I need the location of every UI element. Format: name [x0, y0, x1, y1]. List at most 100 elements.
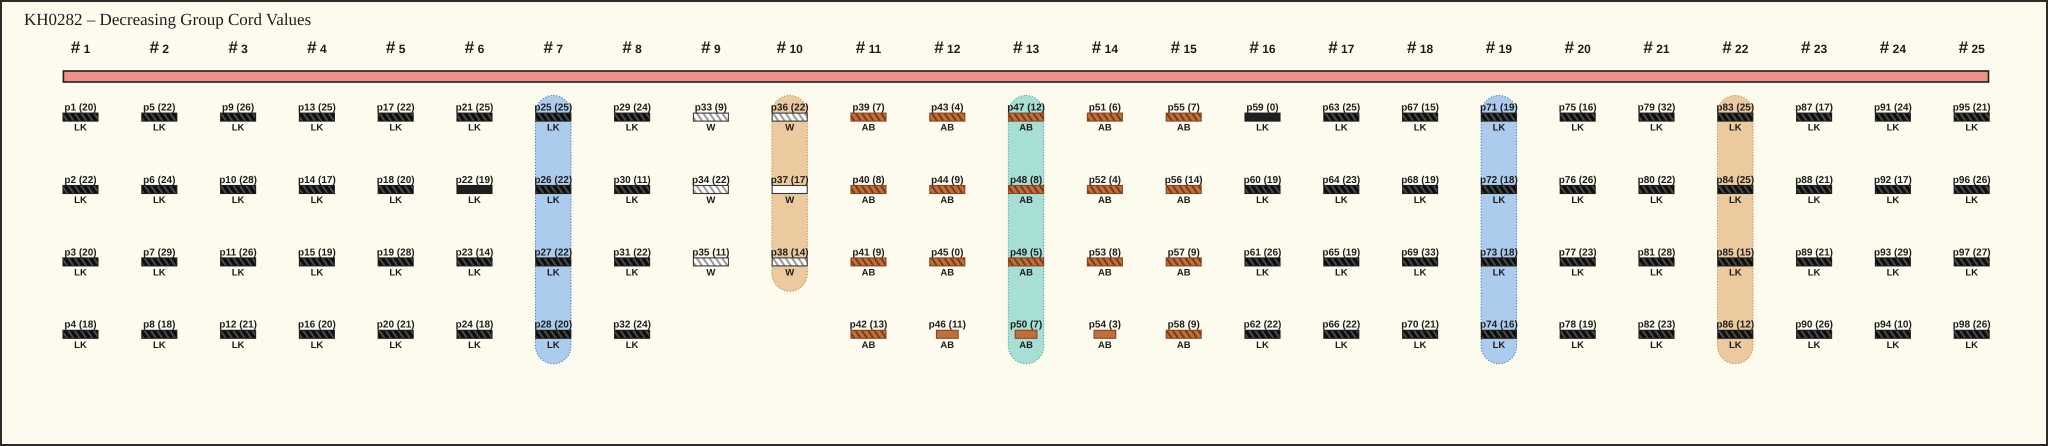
svg-text:LK: LK — [1808, 123, 1821, 134]
svg-text:LK: LK — [1729, 195, 1742, 206]
svg-text:AB: AB — [862, 195, 876, 206]
svg-text:LK: LK — [311, 195, 324, 206]
svg-text:# 25: # 25 — [1959, 38, 1986, 57]
svg-text:LK: LK — [626, 267, 639, 278]
svg-text:p93 (29): p93 (29) — [1874, 247, 1912, 258]
svg-text:p9 (26): p9 (26) — [222, 103, 254, 114]
svg-text:LK: LK — [468, 195, 481, 206]
svg-text:AB: AB — [862, 123, 876, 134]
svg-text:p94 (10): p94 (10) — [1874, 320, 1912, 331]
svg-text:AB: AB — [940, 195, 954, 206]
svg-text:LK: LK — [311, 123, 324, 134]
svg-text:p63 (25): p63 (25) — [1322, 103, 1360, 114]
svg-text:p51 (6): p51 (6) — [1089, 103, 1121, 114]
svg-text:LK: LK — [232, 267, 245, 278]
svg-text:p81 (28): p81 (28) — [1638, 247, 1676, 258]
svg-text:LK: LK — [311, 267, 324, 278]
svg-text:p79 (32): p79 (32) — [1638, 103, 1676, 114]
svg-text:LK: LK — [626, 123, 639, 134]
svg-text:p82 (23): p82 (23) — [1638, 320, 1676, 331]
svg-text:LK: LK — [1414, 267, 1427, 278]
svg-text:p60 (19): p60 (19) — [1244, 175, 1282, 186]
svg-text:AB: AB — [1019, 123, 1033, 134]
svg-text:LK: LK — [389, 123, 402, 134]
svg-text:p21 (25): p21 (25) — [456, 103, 494, 114]
svg-text:p32 (24): p32 (24) — [613, 320, 651, 331]
svg-text:LK: LK — [232, 195, 245, 206]
svg-text:p42 (13): p42 (13) — [850, 320, 888, 331]
svg-text:p55 (7): p55 (7) — [1168, 103, 1200, 114]
svg-text:# 10: # 10 — [777, 38, 804, 57]
svg-text:p72 (18): p72 (18) — [1480, 175, 1518, 186]
svg-text:AB: AB — [1177, 195, 1191, 206]
svg-text:# 15: # 15 — [1171, 38, 1198, 57]
svg-text:p92 (17): p92 (17) — [1874, 175, 1912, 186]
svg-text:LK: LK — [1571, 195, 1584, 206]
svg-text:p17 (22): p17 (22) — [377, 103, 415, 114]
svg-text:p87 (17): p87 (17) — [1795, 103, 1833, 114]
svg-text:LK: LK — [1729, 267, 1742, 278]
svg-text:p3 (20): p3 (20) — [64, 247, 96, 258]
svg-text:LK: LK — [1571, 123, 1584, 134]
svg-text:p19 (28): p19 (28) — [377, 247, 415, 258]
svg-text:p98 (26): p98 (26) — [1953, 320, 1991, 331]
svg-text:p12 (21): p12 (21) — [219, 320, 257, 331]
svg-text:p30 (11): p30 (11) — [613, 175, 650, 186]
svg-text:# 6: # 6 — [465, 38, 485, 57]
svg-text:# 18: # 18 — [1407, 38, 1434, 57]
svg-text:LK: LK — [153, 123, 166, 134]
svg-text:p8 (18): p8 (18) — [143, 320, 175, 331]
svg-text:p91 (24): p91 (24) — [1874, 103, 1912, 114]
svg-text:AB: AB — [862, 340, 876, 351]
svg-text:LK: LK — [1808, 340, 1821, 351]
svg-text:LK: LK — [1965, 195, 1978, 206]
svg-text:LK: LK — [1887, 267, 1900, 278]
svg-text:p97 (27): p97 (27) — [1953, 247, 1991, 258]
svg-text:LK: LK — [1335, 340, 1348, 351]
svg-text:AB: AB — [1098, 267, 1112, 278]
svg-text:LK: LK — [1571, 340, 1584, 351]
svg-text:AB: AB — [1019, 195, 1033, 206]
svg-text:p67 (15): p67 (15) — [1401, 103, 1439, 114]
svg-text:p52 (4): p52 (4) — [1089, 175, 1121, 186]
svg-text:AB: AB — [1177, 267, 1191, 278]
svg-text:LK: LK — [1571, 267, 1584, 278]
svg-text:p75 (16): p75 (16) — [1559, 103, 1597, 114]
svg-text:p96 (26): p96 (26) — [1953, 175, 1991, 186]
svg-text:p13 (25): p13 (25) — [298, 103, 336, 114]
svg-text:LK: LK — [153, 340, 166, 351]
svg-text:AB: AB — [1098, 340, 1112, 351]
svg-text:p36 (22): p36 (22) — [771, 103, 809, 114]
svg-text:p47 (12): p47 (12) — [1007, 103, 1045, 114]
svg-text:p22 (19): p22 (19) — [456, 175, 494, 186]
svg-text:LK: LK — [1650, 340, 1663, 351]
svg-text:LK: LK — [1650, 267, 1663, 278]
svg-text:W: W — [785, 267, 794, 278]
svg-text:p1 (20): p1 (20) — [64, 103, 96, 114]
svg-text:p64 (23): p64 (23) — [1322, 175, 1360, 186]
svg-text:# 5: # 5 — [386, 38, 406, 57]
svg-text:p95 (21): p95 (21) — [1953, 103, 1991, 114]
svg-text:p78 (19): p78 (19) — [1559, 320, 1597, 331]
svg-text:LK: LK — [74, 123, 87, 134]
svg-text:LK: LK — [547, 123, 560, 134]
svg-text:LK: LK — [1256, 267, 1269, 278]
svg-text:LK: LK — [468, 123, 481, 134]
svg-text:LK: LK — [1493, 267, 1506, 278]
svg-text:LK: LK — [74, 195, 87, 206]
svg-text:LK: LK — [1414, 195, 1427, 206]
svg-text:LK: LK — [1808, 195, 1821, 206]
svg-text:p23 (14): p23 (14) — [456, 247, 494, 258]
svg-text:LK: LK — [389, 267, 402, 278]
svg-text:# 9: # 9 — [701, 38, 721, 57]
svg-text:# 20: # 20 — [1565, 38, 1592, 57]
svg-text:W: W — [706, 195, 715, 206]
svg-text:AB: AB — [862, 267, 876, 278]
svg-text:# 1: # 1 — [71, 38, 91, 57]
svg-text:LK: LK — [1335, 123, 1348, 134]
svg-text:LK: LK — [389, 340, 402, 351]
svg-text:p74 (16): p74 (16) — [1480, 320, 1518, 331]
svg-text:# 22: # 22 — [1722, 38, 1749, 57]
svg-text:# 19: # 19 — [1486, 38, 1513, 57]
svg-text:p39 (7): p39 (7) — [852, 103, 884, 114]
